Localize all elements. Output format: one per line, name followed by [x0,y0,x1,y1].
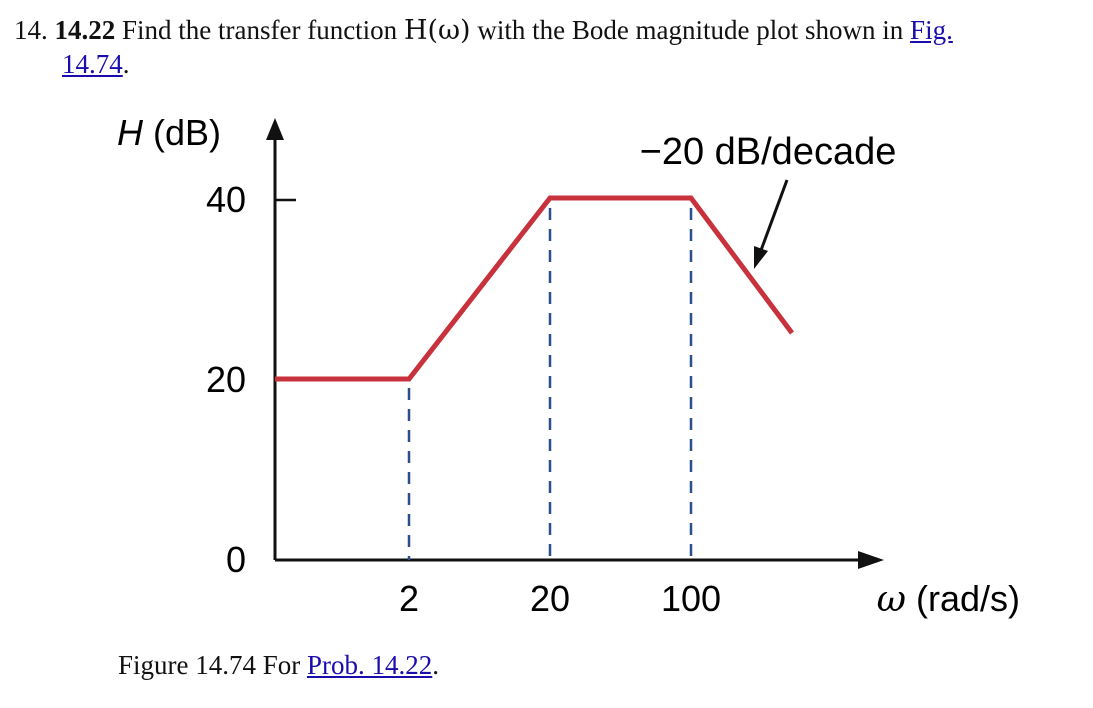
problem-id: 14.22 [54,15,116,45]
figure-caption: Figure 14.74 For Prob. 14.22. [118,650,439,681]
problem-line-2: 14.74. [62,49,130,80]
problem-text-after: with the Bode magnitude plot shown in [477,15,904,45]
bode-magnitude-curve [275,195,795,382]
y-tick-40: 40 [206,179,246,220]
figure-link-part1[interactable]: Fig. [910,15,953,45]
problem-statement: 14. 14.22 Find the transfer function H(ω… [14,10,1074,51]
figure-link-part2[interactable]: 14.74 [62,49,123,79]
problem-text-before: Find the transfer function [122,15,398,45]
transfer-function-symbol: H(ω) [403,15,471,46]
x-tick-20: 20 [530,578,570,619]
caption-period: . [432,650,440,680]
x-tick-100: 100 [661,578,721,619]
problem-number: 14. [14,15,48,45]
problem-link[interactable]: Prob. 14.22 [307,650,433,680]
problem-period: . [122,49,130,79]
y-axis-arrow [266,118,284,140]
caption-text: Figure 14.74 For [118,650,301,680]
y-axis-label: H (dB) [117,112,221,153]
y-tick-20: 20 [206,359,246,400]
annotation-arrow-head [754,246,768,269]
x-axis-label: ω (rad/s) [877,578,1020,620]
x-axis-arrow [858,551,884,569]
x-tick-2: 2 [399,578,419,619]
slope-annotation: −20 dB/decade [640,131,897,173]
annotation-arrow-shaft [758,179,789,254]
y-tick-0: 0 [226,539,246,580]
